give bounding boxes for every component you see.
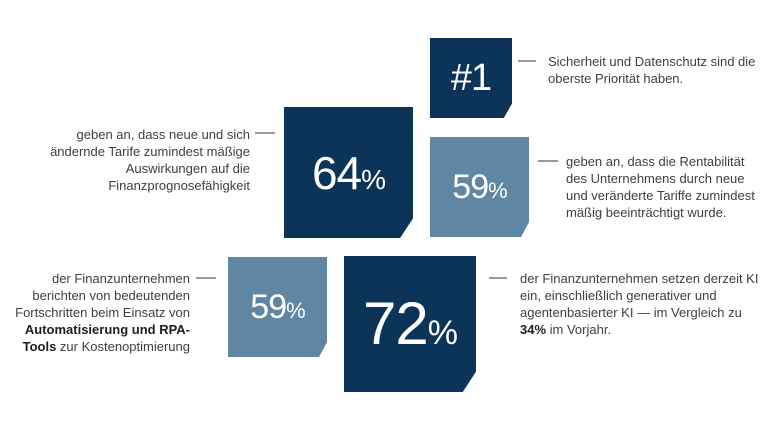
percent-sign: % bbox=[488, 178, 508, 203]
highlighted-text: 34% bbox=[520, 322, 547, 337]
highlighted-text: Automatisierung und RPA-Tools bbox=[22, 322, 190, 354]
text-segment: der Finanzunternehmen berichten von bede… bbox=[15, 271, 190, 320]
stat-value: 64 bbox=[311, 146, 362, 199]
stat-description-profitability: geben an, dass die Rentabilität des Unte… bbox=[566, 154, 755, 220]
text-segment: im Vorjahr. bbox=[546, 322, 612, 337]
stat-tile-59-percent-profitability: 59% bbox=[430, 137, 529, 237]
connector-line bbox=[538, 160, 558, 162]
text-segment: der Finanzunternehmen setzen derzeit KI … bbox=[520, 271, 759, 320]
stat-value: 59 bbox=[250, 288, 287, 326]
stat-tile-64-percent: 64% bbox=[284, 107, 413, 238]
stat-description-tariffs: geben an, dass neue und sich ändernde Ta… bbox=[50, 127, 250, 193]
percent-sign: % bbox=[286, 298, 306, 323]
stat-value: #1 bbox=[450, 57, 492, 99]
stat-tile-59-percent-automation: 59% bbox=[228, 257, 327, 357]
stat-description-rank-1: Sicherheit und Datenschutz sind die ober… bbox=[548, 54, 756, 86]
connector-line bbox=[518, 60, 536, 62]
stat-value: 59 bbox=[452, 168, 489, 206]
connector-line bbox=[489, 277, 507, 279]
percent-sign: % bbox=[427, 314, 458, 352]
stat-description-ai-adoption: der Finanzunternehmen setzen derzeit KI … bbox=[520, 270, 760, 338]
connector-line bbox=[255, 132, 275, 134]
percent-sign: % bbox=[361, 163, 386, 195]
stat-value: 72 bbox=[363, 290, 429, 357]
stat-tile-rank-1: #1 bbox=[430, 38, 512, 118]
connector-line bbox=[196, 277, 216, 279]
stat-tile-72-percent: 72% bbox=[344, 256, 476, 392]
stat-description-automation: der Finanzunternehmen berichten von bede… bbox=[0, 270, 190, 355]
text-segment: zur Kostenoptimierung bbox=[56, 339, 190, 354]
